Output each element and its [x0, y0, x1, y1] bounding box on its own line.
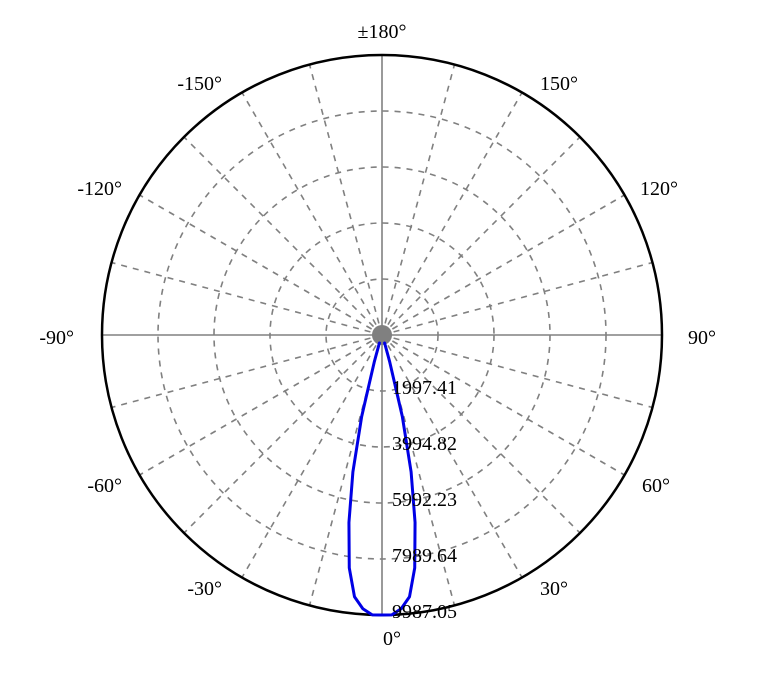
- angle-tick-label: 90°: [688, 327, 716, 349]
- angle-tick-label: -150°: [177, 73, 222, 95]
- angle-tick-label: ±180°: [358, 21, 407, 43]
- radial-tick-label: 3994.82: [392, 433, 457, 455]
- radial-tick-label: 1997.41: [392, 377, 457, 399]
- angle-tick-label: -60°: [87, 475, 122, 497]
- angle-tick-label: -30°: [187, 578, 222, 600]
- angle-tick-label: 60°: [642, 475, 670, 497]
- radial-tick-label: 5992.23: [392, 489, 457, 511]
- angle-tick-label: 120°: [640, 178, 678, 200]
- polar-chart: 1997.41 3994.82 5992.23 7989.64 9987.05 0° 30°…: [0, 0, 762, 689]
- radial-tick-label: 7989.64: [392, 545, 457, 567]
- angle-tick-label: -90°: [39, 327, 74, 349]
- angle-tick-label: 30°: [540, 578, 568, 600]
- center-hub: [372, 325, 392, 345]
- angle-tick-label: 0°: [383, 628, 401, 650]
- angle-tick-label: -120°: [77, 178, 122, 200]
- radial-tick-label: 9987.05: [392, 601, 457, 623]
- angle-tick-label: 150°: [540, 73, 578, 95]
